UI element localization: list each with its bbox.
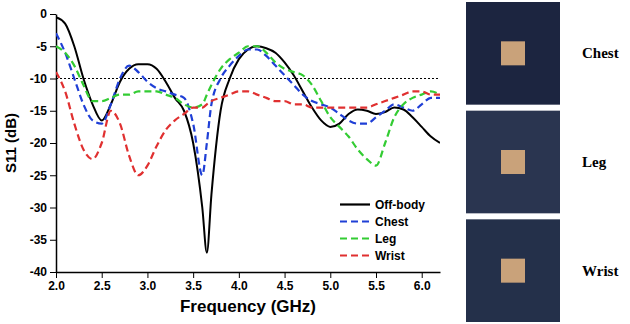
chart: 2.0 2.5 3.0 3.5 4.0 4.5 5.0 5.5 6.0 0 -5 -10 -15 -20 -… — [0, 0, 630, 324]
y-tick: -35 — [30, 233, 56, 247]
y-tick-label: -35 — [30, 233, 48, 247]
x-tick-label: 5.0 — [322, 279, 339, 293]
x-tick-mark — [193, 272, 194, 278]
photo-label: Chest — [582, 45, 619, 61]
plot: 2.0 2.5 3.0 3.5 4.0 4.5 5.0 5.5 6.0 0 -5 -10 -15 -20 -… — [30, 7, 441, 316]
x-tick-label: 4.5 — [277, 279, 294, 293]
series-line — [56, 17, 440, 252]
x-tick-label: 6.0 — [414, 279, 431, 293]
y-tick-mark — [50, 208, 56, 209]
x-axis-line — [57, 272, 441, 274]
x-tick-mark — [422, 272, 423, 278]
y-tick-mark — [50, 46, 56, 47]
series-line — [56, 72, 440, 175]
series-line — [56, 46, 440, 165]
legend: Off-body Chest Leg Wrist — [336, 194, 432, 266]
series-line — [56, 33, 440, 175]
y-tick-label: -40 — [30, 265, 48, 279]
x-tick-mark — [56, 272, 57, 278]
y-tick: -25 — [30, 169, 56, 183]
legend-item: Wrist — [340, 249, 405, 263]
x-tick: 4.0 — [231, 272, 248, 293]
x-axis: 2.0 2.5 3.0 3.5 4.0 4.5 5.0 5.5 6.0 — [48, 272, 440, 293]
reference-line — [56, 78, 440, 79]
x-tick: 3.5 — [185, 272, 202, 293]
x-tick-mark — [285, 272, 286, 278]
y-tick-mark — [50, 240, 56, 241]
x-tick: 4.5 — [277, 272, 294, 293]
y-tick-mark — [50, 272, 56, 273]
legend-swatch — [340, 220, 370, 222]
legend-label: Wrist — [375, 249, 405, 263]
marks — [56, 17, 440, 252]
y-tick-label: -5 — [36, 40, 47, 54]
y-tick-label: -30 — [30, 201, 48, 215]
legend-swatch — [340, 254, 370, 256]
y-axis: 0 -5 -10 -15 -20 -25 -30 -35 -40 — [30, 7, 57, 279]
legend-item: Leg — [340, 232, 396, 246]
x-tick-mark — [239, 272, 240, 278]
x-tick-label: 3.5 — [185, 279, 202, 293]
photo-antenna — [501, 41, 525, 65]
y-tick: -15 — [30, 104, 56, 118]
y-tick-label: 0 — [40, 7, 47, 21]
x-tick-label: 2.5 — [94, 279, 111, 293]
x-axis-title: Frequency (GHz) — [180, 297, 316, 316]
photo — [466, 111, 560, 214]
photo-panels: Chest Leg Wrist — [466, 2, 619, 322]
x-tick-mark — [147, 272, 148, 278]
y-tick: -5 — [36, 40, 56, 54]
y-tick-mark — [50, 14, 56, 15]
legend-item: Chest — [340, 215, 408, 229]
x-tick: 5.0 — [322, 272, 339, 293]
y-tick: -10 — [30, 72, 56, 86]
x-tick-label: 4.0 — [231, 279, 248, 293]
x-tick-label: 5.5 — [368, 279, 385, 293]
y-tick-mark — [50, 79, 56, 80]
x-tick: 3.0 — [140, 272, 157, 293]
y-tick-mark — [50, 111, 56, 112]
x-tick: 5.5 — [368, 272, 385, 293]
legend-swatch — [340, 237, 370, 239]
y-tick-label: -15 — [30, 104, 48, 118]
x-tick-label: 2.0 — [48, 279, 65, 293]
x-tick-label: 3.0 — [140, 279, 157, 293]
y-tick-mark — [50, 175, 56, 176]
y-tick-label: -10 — [30, 72, 48, 86]
x-tick: 2.0 — [48, 272, 65, 293]
legend-label: Off-body — [375, 198, 425, 212]
y-axis-title: S11 (dB) — [2, 113, 19, 173]
y-tick-mark — [50, 143, 56, 144]
legend-label: Leg — [375, 232, 396, 246]
x-tick: 6.0 — [414, 272, 431, 293]
y-tick-label: -20 — [30, 136, 48, 150]
legend-background — [336, 194, 432, 266]
legend-label: Chest — [375, 215, 408, 229]
x-tick-mark — [330, 272, 331, 278]
y-tick: -30 — [30, 201, 56, 215]
x-tick-mark — [376, 272, 377, 278]
photo-antenna — [501, 150, 525, 174]
legend-swatch — [340, 203, 370, 205]
x-tick-mark — [102, 272, 103, 278]
photo-antenna — [501, 259, 525, 283]
photo — [466, 219, 560, 322]
x-tick: 2.5 — [94, 272, 111, 293]
y-tick-label: -25 — [30, 169, 48, 183]
y-tick: 0 — [40, 7, 56, 21]
photo-label: Wrist — [582, 263, 618, 279]
legend-item: Off-body — [340, 198, 425, 212]
y-tick: -20 — [30, 136, 56, 150]
photo — [466, 2, 560, 105]
photo-label: Leg — [582, 154, 607, 170]
y-tick: -40 — [30, 265, 56, 279]
